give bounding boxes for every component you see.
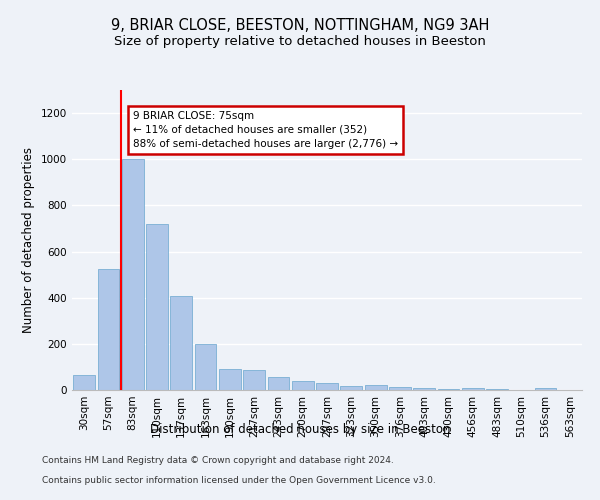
Bar <box>292 381 314 390</box>
Bar <box>389 387 411 390</box>
Bar <box>413 388 435 390</box>
Bar <box>146 224 168 390</box>
Text: Size of property relative to detached houses in Beeston: Size of property relative to detached ho… <box>114 34 486 48</box>
Bar <box>340 386 362 390</box>
Text: Distribution of detached houses by size in Beeston: Distribution of detached houses by size … <box>150 422 450 436</box>
Text: 9, BRIAR CLOSE, BEESTON, NOTTINGHAM, NG9 3AH: 9, BRIAR CLOSE, BEESTON, NOTTINGHAM, NG9… <box>111 18 489 32</box>
Bar <box>243 370 265 390</box>
Bar <box>194 344 217 390</box>
Bar <box>268 376 289 390</box>
Bar <box>535 388 556 390</box>
Text: Contains public sector information licensed under the Open Government Licence v3: Contains public sector information licen… <box>42 476 436 485</box>
Bar <box>316 382 338 390</box>
Bar <box>462 388 484 390</box>
Text: Contains HM Land Registry data © Crown copyright and database right 2024.: Contains HM Land Registry data © Crown c… <box>42 456 394 465</box>
Bar <box>170 296 192 390</box>
Bar <box>97 269 119 390</box>
Bar <box>73 375 95 390</box>
Bar <box>365 386 386 390</box>
Bar <box>122 159 143 390</box>
Y-axis label: Number of detached properties: Number of detached properties <box>22 147 35 333</box>
Bar <box>219 369 241 390</box>
Bar <box>437 389 460 390</box>
Text: 9 BRIAR CLOSE: 75sqm
← 11% of detached houses are smaller (352)
88% of semi-deta: 9 BRIAR CLOSE: 75sqm ← 11% of detached h… <box>133 111 398 149</box>
